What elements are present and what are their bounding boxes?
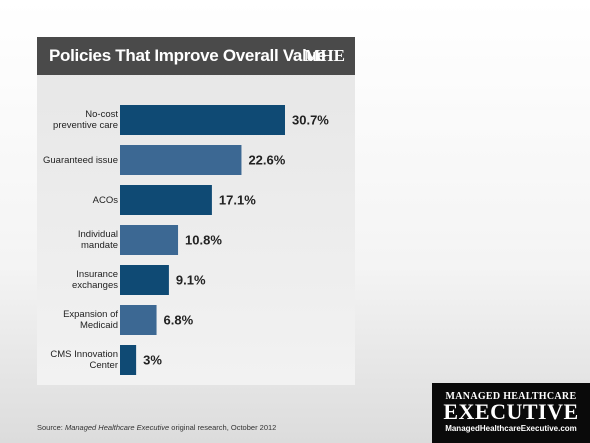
bar [120, 225, 179, 255]
bar [120, 105, 285, 135]
brand: MHE [304, 46, 345, 65]
source-note: Source: Managed Healthcare Executive ori… [37, 423, 276, 432]
value-label: 22.6% [248, 152, 285, 167]
category-label: No-cost preventive care [53, 109, 118, 131]
category-label: Insurance exchanges [72, 269, 118, 291]
bar [120, 305, 157, 335]
bar [120, 185, 212, 215]
category-label: CMS Innovation Center [50, 349, 118, 371]
chart-header: Policies That Improve Overall Value MHE [37, 37, 355, 75]
category-label: Expansion of Medicaid [63, 309, 118, 331]
logo-line: MANAGED HEALTHCARE [445, 391, 577, 402]
value-label: 17.1% [219, 192, 256, 207]
value-label: 9.1% [176, 272, 206, 287]
logo-wordmark: EXECUTIVE [443, 399, 579, 424]
source-prefix: Source: [37, 423, 63, 432]
value-label: 3% [143, 352, 162, 367]
value-label: 10.8% [185, 232, 222, 247]
bar [120, 345, 137, 375]
category-label: Individual mandate [77, 229, 118, 251]
category-label: Guaranteed issue [43, 154, 118, 166]
bar [120, 145, 242, 175]
category-label: ACOs [92, 194, 118, 206]
chart-title: Policies That Improve Overall Value [49, 46, 326, 65]
value-label: 30.7% [292, 112, 329, 127]
source-publication: Managed Healthcare Executive [64, 423, 170, 432]
bar [120, 265, 169, 295]
logo: MANAGED HEALTHCARE EXECUTIVE ManagedHeal… [432, 383, 590, 443]
value-label: 6.8% [164, 312, 194, 327]
logo-url: ManagedHealthcareExecutive.com [445, 424, 577, 433]
source-suffix: original research, October 2012 [171, 423, 277, 432]
